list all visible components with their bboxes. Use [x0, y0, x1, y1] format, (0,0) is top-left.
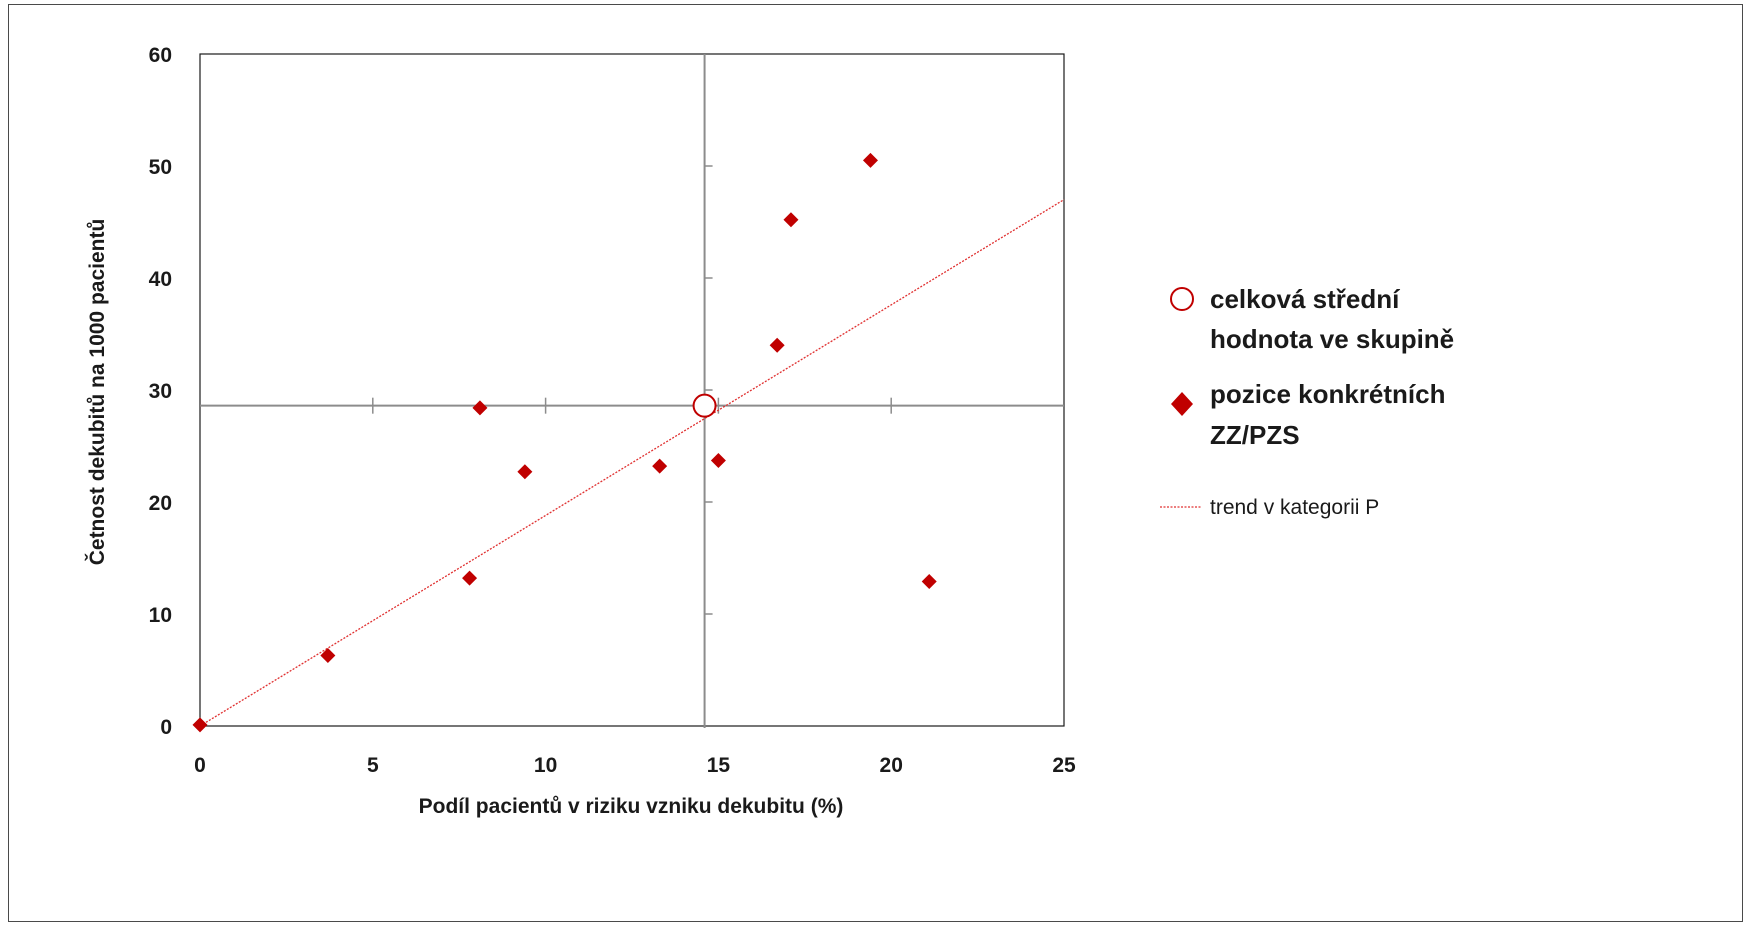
x-tick-label: 0 [194, 754, 206, 777]
data-point [710, 453, 726, 469]
data-point [192, 717, 208, 733]
y-axis-title: Četnost dekubitů na 1000 pacientů [85, 219, 109, 566]
data-point [320, 647, 336, 663]
x-axis-title: Podíl pacientů v riziku vzniku dekubitu … [419, 795, 844, 818]
legend-mean-label-line2: hodnota ve skupině [1210, 324, 1454, 354]
legend-mean-label-line1: celková střední [1210, 284, 1400, 314]
x-tick-label: 20 [880, 754, 903, 777]
mean-crosshair [200, 54, 1064, 728]
data-point [472, 400, 488, 416]
x-tick-label: 5 [367, 754, 379, 777]
x-axis: 0 5 10 15 20 25 [194, 754, 1076, 777]
legend-series-label-line2: ZZ/PZS [1210, 420, 1300, 450]
legend-trend-label: trend v kategorii P [1210, 496, 1379, 519]
y-tick-label: 40 [149, 268, 172, 291]
data-points [192, 152, 937, 733]
legend-diamond-marker [1171, 392, 1193, 416]
data-point [862, 152, 878, 168]
y-tick-label: 50 [149, 156, 172, 179]
mean-marker [692, 393, 717, 418]
chart-frame [8, 4, 1743, 922]
y-tick-label: 20 [149, 492, 172, 515]
data-point [921, 574, 937, 590]
y-tick-label: 30 [149, 380, 172, 403]
data-point [517, 464, 533, 480]
x-tick-label: 25 [1052, 754, 1076, 777]
trend-line [199, 199, 1065, 727]
data-point [783, 212, 799, 228]
plot-area [199, 53, 1065, 727]
legend-mean-marker [1170, 287, 1194, 311]
y-tick-label: 0 [160, 716, 172, 739]
y-tick-label: 60 [149, 44, 172, 67]
legend: celková střední hodnota ve skupině pozic… [1160, 284, 1454, 519]
y-axis: 0 10 20 30 40 50 60 [149, 44, 172, 739]
legend-series-label-line1: pozice konkrétních [1210, 379, 1446, 409]
data-point [769, 337, 785, 353]
data-point [462, 570, 478, 586]
x-tick-label: 15 [707, 754, 731, 777]
data-point [652, 458, 668, 474]
x-tick-label: 10 [534, 754, 557, 777]
y-tick-label: 10 [149, 604, 172, 627]
